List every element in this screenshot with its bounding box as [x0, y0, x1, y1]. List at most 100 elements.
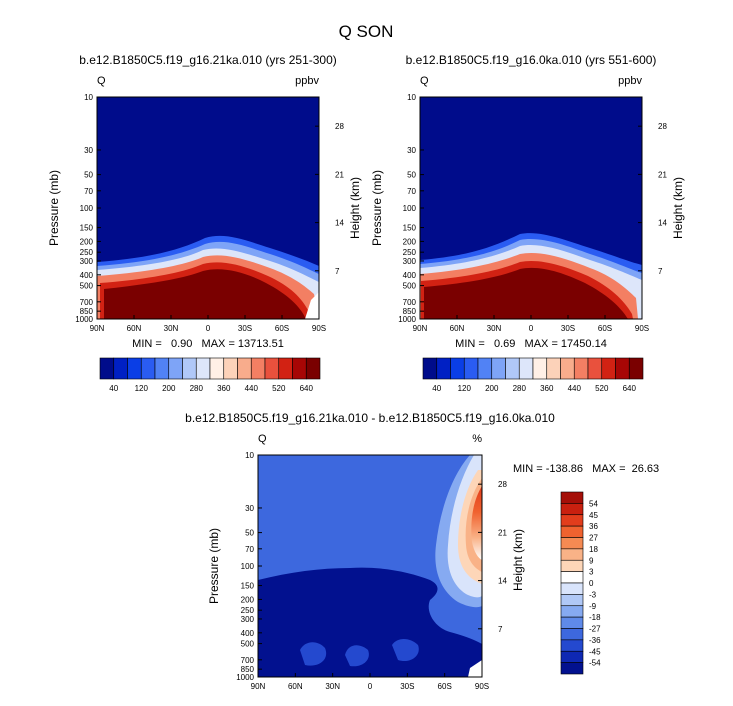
colorbar-swatch [168, 357, 183, 380]
panel-diff-height-axis: 28 21 14 7 [478, 480, 507, 634]
latitude-tick-label: 60N [450, 324, 465, 333]
colorbar-swatch [560, 639, 584, 652]
panel-b-stats: MIN = 0.69 MAX = 17450.14 [455, 338, 607, 350]
panel-a-colorbar: 40 120 200 280 360 440 520 640 [99, 357, 321, 393]
latitude-tick-label: 90N [251, 682, 266, 691]
latitude-tick-label: 30S [238, 324, 252, 333]
pressure-tick-label: 100 [403, 204, 417, 213]
panel-b-variable-label: Q [420, 75, 429, 87]
panel-b-colorbar: 40 120 200 280 360 440 520 640 [422, 357, 644, 393]
pressure-tick-label: 10 [84, 93, 93, 102]
colorbar-label: 640 [623, 384, 637, 393]
colorbar-swatch [518, 357, 534, 380]
pressure-tick-label: 400 [403, 271, 417, 280]
colorbar-label: 36 [589, 522, 598, 531]
panel-diff-variable-label: Q [258, 433, 267, 445]
pressure-tick-label: 70 [245, 545, 254, 554]
colorbar-swatch [436, 357, 451, 380]
colorbar-swatch [560, 594, 584, 607]
colorbar-swatch [463, 357, 479, 380]
panel-b-y-label: Pressure (mb) [370, 170, 384, 246]
colorbar-swatch [628, 357, 644, 380]
pressure-tick-label: 250 [241, 606, 255, 615]
colorbar-swatch [560, 491, 584, 504]
colorbar-swatch [491, 357, 506, 380]
colorbar-label: 360 [217, 384, 231, 393]
height-tick-label: 21 [335, 170, 344, 179]
height-tick-label: 14 [498, 577, 507, 586]
colorbar-swatch [195, 357, 211, 380]
colorbar-swatch [140, 357, 156, 380]
height-tick-label: 14 [335, 219, 344, 228]
height-tick-label: 28 [498, 480, 507, 489]
colorbar-label: 0 [589, 579, 594, 588]
colorbar-label: -54 [589, 659, 601, 668]
height-tick-label: 28 [335, 122, 344, 131]
panel-a-y-label-right: Height (km) [348, 177, 362, 239]
colorbar-swatch [560, 514, 584, 527]
colorbar-swatch [560, 616, 584, 629]
colorbar-label: 45 [589, 511, 598, 520]
panel-diff-y-label-right: Height (km) [511, 529, 525, 591]
height-tick-label: 21 [498, 528, 507, 537]
latitude-tick-label: 60S [598, 324, 612, 333]
colorbar-swatch [560, 357, 575, 380]
pressure-tick-label: 700 [241, 656, 255, 665]
panel-a-stats: MIN = 0.90 MAX = 13713.51 [132, 338, 284, 350]
colorbar-label: -45 [589, 647, 601, 656]
pressure-tick-label: 200 [403, 237, 417, 246]
latitude-tick-label: 0 [368, 682, 373, 691]
colorbar-label: 520 [595, 384, 609, 393]
pressure-tick-label: 300 [403, 257, 417, 266]
colorbar-swatch [560, 628, 584, 641]
latitude-tick-label: 60N [127, 324, 142, 333]
pressure-tick-label: 850 [241, 665, 255, 674]
colorbar-swatch [560, 605, 584, 618]
pressure-tick-label: 200 [241, 595, 255, 604]
colorbar-swatch [532, 357, 548, 380]
latitude-tick-label: 60S [275, 324, 289, 333]
latitude-tick-label: 90S [312, 324, 326, 333]
panel-b-latitude-axis: 90N 60N 30N 0 30S 60S 90S [413, 315, 649, 333]
panel-a: b.e12.B1850C5.f19_g16.21ka.010 (yrs 251-… [47, 53, 362, 393]
colorbar-label: 440 [245, 384, 259, 393]
colorbar-label: 640 [300, 384, 314, 393]
colorbar-swatch [292, 357, 307, 380]
colorbar-swatch [560, 662, 584, 675]
latitude-tick-label: 90S [475, 682, 489, 691]
pressure-tick-label: 100 [80, 204, 94, 213]
pressure-tick-label: 150 [241, 582, 255, 591]
colorbar-swatch [546, 357, 561, 380]
pressure-tick-label: 400 [80, 271, 94, 280]
colorbar-label: 27 [589, 534, 598, 543]
pressure-tick-label: 850 [80, 307, 94, 316]
colorbar-swatch [250, 357, 266, 380]
colorbar-label: -18 [589, 613, 601, 622]
height-tick-label: 28 [658, 122, 667, 131]
pressure-tick-label: 150 [80, 224, 94, 233]
latitude-tick-label: 0 [206, 324, 211, 333]
colorbar-label: -36 [589, 636, 601, 645]
colorbar-label: 40 [109, 384, 118, 393]
latitude-tick-label: 60N [288, 682, 303, 691]
height-tick-label: 7 [658, 267, 663, 276]
colorbar-swatch [209, 357, 225, 380]
panel-a-variable-label: Q [97, 75, 106, 87]
pressure-tick-label: 30 [84, 146, 93, 155]
pressure-tick-label: 70 [407, 187, 416, 196]
panel-a-y-label: Pressure (mb) [47, 170, 61, 246]
pressure-tick-label: 1000 [236, 673, 254, 682]
panel-a-title: b.e12.B1850C5.f19_g16.21ka.010 (yrs 251-… [79, 53, 337, 67]
height-tick-label: 7 [335, 267, 340, 276]
latitude-tick-label: 30S [561, 324, 575, 333]
height-tick-label: 21 [658, 170, 667, 179]
colorbar-label: 200 [485, 384, 499, 393]
panel-a-contour-field [97, 97, 319, 319]
pressure-tick-label: 250 [403, 248, 417, 257]
pressure-tick-label: 700 [80, 298, 94, 307]
panel-diff-contour-field [258, 455, 482, 677]
colorbar-label: 9 [589, 556, 594, 565]
pressure-tick-label: 50 [407, 171, 416, 180]
colorbar-swatch [278, 357, 293, 380]
